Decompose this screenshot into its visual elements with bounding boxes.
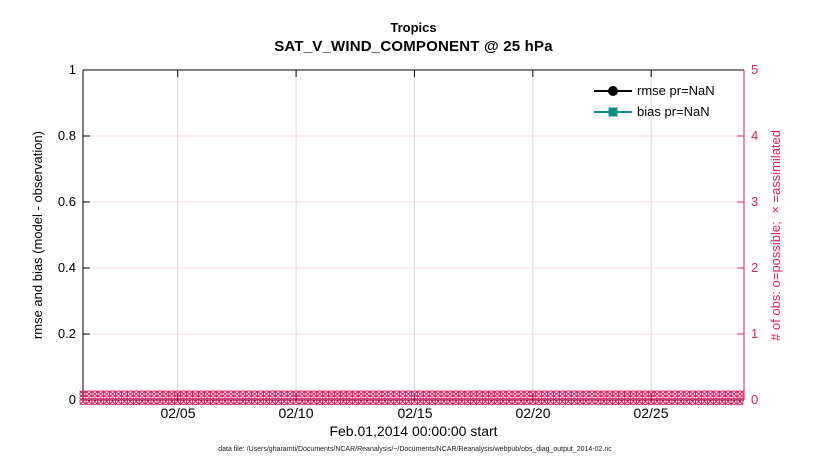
x-tick-0220: 02/20 bbox=[515, 405, 551, 421]
legend: rmse pr=NaN bias pr=NaN bbox=[594, 80, 715, 122]
plot-subtitle: SAT_V_WIND_COMPONENT @ 25 hPa bbox=[274, 38, 553, 55]
y-right-tick-4: 4 bbox=[751, 128, 759, 143]
y-left-tick-1: 1 bbox=[68, 62, 76, 77]
y-left-tick-0.6: 0.6 bbox=[57, 194, 76, 209]
x-tick-0225: 02/25 bbox=[633, 405, 669, 421]
x-tick-0215: 02/15 bbox=[397, 405, 433, 421]
legend-label-rmse: rmse pr=NaN bbox=[637, 83, 715, 98]
legend-item-bias: bias pr=NaN bbox=[594, 101, 715, 122]
y-left-tick-0: 0 bbox=[68, 392, 76, 407]
y-right-tick-1: 1 bbox=[751, 326, 759, 341]
y-left-tick-0.2: 0.2 bbox=[57, 326, 76, 341]
bias-line-sample bbox=[594, 107, 632, 116]
y-left-axis-label-wrap: rmse and bias (model - observation) bbox=[28, 70, 46, 400]
y-right-axis-label-wrap: # of obs: o=possible; ×=assimilated bbox=[766, 70, 784, 400]
y-right-tick-5: 5 bbox=[751, 62, 759, 77]
y-right-tick-0: 0 bbox=[751, 392, 759, 407]
plot-title: Tropics bbox=[390, 20, 437, 35]
rmse-line-sample bbox=[594, 85, 632, 96]
legend-item-rmse: rmse pr=NaN bbox=[594, 80, 715, 101]
y-left-axis-label: rmse and bias (model - observation) bbox=[29, 130, 45, 340]
y-right-tick-2: 2 bbox=[751, 260, 759, 275]
y-left-tick-0.8: 0.8 bbox=[57, 128, 76, 143]
legend-label-bias: bias pr=NaN bbox=[637, 104, 710, 119]
y-left-tick-0.4: 0.4 bbox=[57, 260, 76, 275]
x-axis-label: Feb.01,2014 00:00:00 start bbox=[329, 423, 498, 439]
y-right-tick-3: 3 bbox=[751, 194, 759, 209]
x-tick-0205: 02/05 bbox=[160, 405, 196, 421]
rmse-circle-marker-icon bbox=[608, 85, 618, 96]
bias-square-marker-icon bbox=[608, 107, 618, 116]
x-tick-0210: 02/10 bbox=[278, 405, 314, 421]
y-right-axis-label: # of obs: o=possible; ×=assimilated bbox=[767, 129, 783, 341]
data-file-annotation: data file: /Users/gharamti/Documents/NCA… bbox=[218, 446, 612, 453]
